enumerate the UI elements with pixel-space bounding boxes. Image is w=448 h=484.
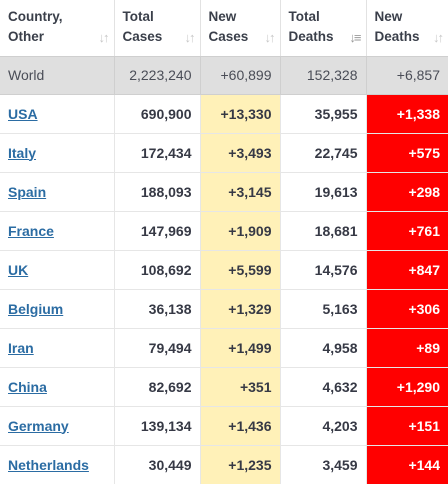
new-deaths-cell: +1,338 [366,94,448,134]
sort-icon[interactable]: ↓↑ [264,30,276,45]
table-row: China 82,692 +351 4,632 +1,290 [0,367,448,407]
country-link[interactable]: China [8,378,47,395]
new-deaths-cell: +89 [366,328,448,368]
country-link[interactable]: USA [8,105,38,122]
header-total-deaths[interactable]: Total Deaths ↓≡ [280,0,367,57]
table-row: Netherlands 30,449 +1,235 3,459 +144 [0,445,448,484]
new-cases-cell: +5,599 [200,250,281,290]
new-cases-cell: +13,330 [200,94,281,134]
country-cell: Iran [0,328,115,368]
total-deaths-cell: 4,632 [280,367,367,407]
total-cases-cell: 147,969 [114,211,201,251]
total-deaths-cell: 18,681 [280,211,367,251]
new-cases-cell: +3,145 [200,172,281,212]
new-deaths-cell: +306 [366,289,448,329]
country-link[interactable]: Germany [8,417,69,434]
country-cell: Netherlands [0,445,115,484]
total-cases-cell: 139,134 [114,406,201,446]
country-cell: China [0,367,115,407]
country-cell: USA [0,94,115,134]
total-cases-cell: 690,900 [114,94,201,134]
total-deaths-cell: 3,459 [280,445,367,484]
country-link[interactable]: Spain [8,183,47,200]
table-row: Iran 79,494 +1,499 4,958 +89 [0,328,448,368]
new-deaths-cell: +761 [366,211,448,251]
new-cases-cell: +1,235 [200,445,281,484]
header-total-cases-line1: Total [122,9,154,24]
header-new-cases-line1: New [208,9,237,24]
new-deaths-cell: +575 [366,133,448,173]
new-deaths-cell: +847 [366,250,448,290]
world-country-cell: World [0,56,115,95]
world-total-deaths-cell: 152,328 [280,56,367,95]
header-row: Country, Other ↓↑ Total Cases ↓↑ New Cas… [0,0,448,57]
total-cases-cell: 108,692 [114,250,201,290]
header-country-line1: Country, [8,9,63,24]
table-row: Germany 139,134 +1,436 4,203 +151 [0,406,448,446]
sort-descending-icon[interactable]: ↓≡ [349,30,361,45]
table-row: Belgium 36,138 +1,329 5,163 +306 [0,289,448,329]
world-new-cases-cell: +60,899 [200,56,281,95]
country-cell: Italy [0,133,115,173]
new-cases-cell: +351 [200,367,281,407]
total-deaths-cell: 19,613 [280,172,367,212]
new-cases-cell: +3,493 [200,133,281,173]
world-total-row: World 2,223,240 +60,899 152,328 +6,857 [0,56,448,95]
header-country[interactable]: Country, Other ↓↑ [0,0,115,57]
header-total-cases-line2: Cases [122,29,163,44]
new-cases-cell: +1,499 [200,328,281,368]
country-cell: Belgium [0,289,115,329]
total-cases-cell: 36,138 [114,289,201,329]
total-deaths-cell: 35,955 [280,94,367,134]
total-cases-cell: 30,449 [114,445,201,484]
total-deaths-cell: 4,203 [280,406,367,446]
world-new-deaths-cell: +6,857 [366,56,448,95]
country-cell: Germany [0,406,115,446]
header-total-deaths-line2: Deaths [288,29,334,44]
header-new-cases-line2: Cases [208,29,249,44]
table-row: UK 108,692 +5,599 14,576 +847 [0,250,448,290]
sort-icon[interactable]: ↓↑ [98,30,110,45]
country-link[interactable]: Iran [8,339,34,356]
header-new-deaths-line1: New [374,9,403,24]
new-deaths-cell: +144 [366,445,448,484]
header-country-line2: Other [8,29,45,44]
total-cases-cell: 79,494 [114,328,201,368]
new-deaths-cell: +298 [366,172,448,212]
header-total-deaths-line1: Total [288,9,320,24]
table-row: France 147,969 +1,909 18,681 +761 [0,211,448,251]
table-row: Italy 172,434 +3,493 22,745 +575 [0,133,448,173]
new-cases-cell: +1,329 [200,289,281,329]
new-deaths-cell: +151 [366,406,448,446]
country-cell: Spain [0,172,115,212]
total-deaths-cell: 4,958 [280,328,367,368]
country-cell: France [0,211,115,251]
header-new-cases[interactable]: New Cases ↓↑ [200,0,281,57]
sort-icon[interactable]: ↓↑ [184,30,196,45]
country-link[interactable]: Italy [8,144,37,161]
country-link[interactable]: Belgium [8,300,64,317]
total-deaths-cell: 22,745 [280,133,367,173]
new-deaths-cell: +1,290 [366,367,448,407]
new-cases-cell: +1,909 [200,211,281,251]
sort-icon[interactable]: ↓↑ [433,30,444,45]
header-new-deaths-line2: Deaths [374,29,420,44]
total-cases-cell: 188,093 [114,172,201,212]
total-cases-cell: 82,692 [114,367,201,407]
table-row: USA 690,900 +13,330 35,955 +1,338 [0,94,448,134]
country-link[interactable]: UK [8,261,29,278]
country-link[interactable]: France [8,222,54,239]
world-total-cases-cell: 2,223,240 [114,56,201,95]
total-deaths-cell: 14,576 [280,250,367,290]
new-cases-cell: +1,436 [200,406,281,446]
total-deaths-cell: 5,163 [280,289,367,329]
country-cell: UK [0,250,115,290]
country-link[interactable]: Netherlands [8,456,89,473]
table-row: Spain 188,093 +3,145 19,613 +298 [0,172,448,212]
total-cases-cell: 172,434 [114,133,201,173]
header-new-deaths[interactable]: New Deaths ↓↑ [366,0,448,57]
header-total-cases[interactable]: Total Cases ↓↑ [114,0,201,57]
